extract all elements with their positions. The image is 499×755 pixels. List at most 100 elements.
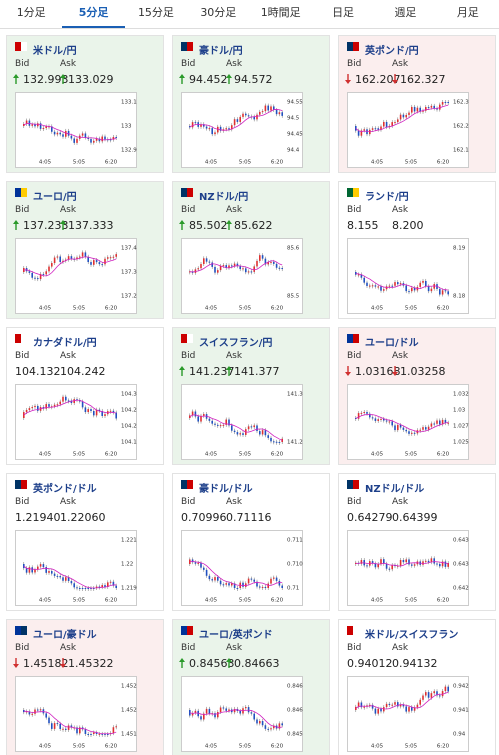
- currency-card[interactable]: ユーロ/豪ドルBidAsk1.451821.453221.45251.4521.…: [6, 619, 164, 755]
- y-tick-label: 133: [121, 124, 132, 130]
- candle-body: [363, 129, 365, 131]
- tab[interactable]: 月足: [456, 6, 479, 19]
- pair-name[interactable]: 米ドル/スイスフラン: [365, 630, 459, 641]
- y-tick-label: 104.25: [121, 408, 137, 414]
- currency-card[interactable]: NZドル/ドルBidAsk0.642790.643990.64350.6430.…: [338, 473, 496, 611]
- y-tick-label: 0.7105: [287, 562, 303, 568]
- y-tick-label: 141.3: [287, 392, 303, 398]
- x-tick-label: 4:05: [205, 598, 218, 604]
- candle-body: [383, 559, 385, 564]
- pair-name[interactable]: 英ポンド/ドル: [33, 484, 97, 495]
- candle-body: [425, 427, 427, 430]
- candle-body: [98, 586, 101, 588]
- candle-body: [79, 588, 81, 589]
- pair-name[interactable]: ユーロ/円: [33, 192, 77, 203]
- candle-body: [104, 585, 106, 587]
- tab[interactable]: 1時間足: [260, 6, 301, 19]
- candle-body: [405, 285, 407, 292]
- mini-chart: 141.3 141.2 4:05 5:05 6:20: [181, 384, 303, 460]
- candle-body: [115, 254, 117, 257]
- candle-body: [76, 257, 78, 260]
- candle-body: [413, 287, 416, 291]
- arrow-shape: [179, 220, 185, 230]
- pair-name[interactable]: ユーロ/ドル: [365, 338, 419, 349]
- pair-name[interactable]: カナダドル/円: [33, 338, 97, 349]
- candle-body: [225, 708, 227, 711]
- pair-name[interactable]: 豪ドル/ドル: [199, 484, 253, 495]
- candle-body: [405, 559, 407, 563]
- candle-body: [425, 560, 427, 562]
- arrow-up: [179, 658, 185, 668]
- pair-name[interactable]: ランド/円: [365, 192, 409, 203]
- currency-card[interactable]: 豪ドル/円 Bid Ask 94.452 94.572 94.55 94.5 94.45 94.…: [172, 35, 330, 173]
- currency-card[interactable]: 英ポンド/円 Bid Ask 162.207 162.327 162.3 162.2 162.…: [338, 35, 496, 173]
- pair-name[interactable]: 米ドル/円: [33, 46, 77, 57]
- ask-value: 85.622: [234, 219, 273, 232]
- currency-card[interactable]: 米ドル/円 Bid Ask 132.993 133.029 133.1 133 132.9 4:…: [6, 35, 164, 173]
- candle-body: [109, 581, 112, 583]
- bid-label: Bid: [181, 59, 196, 69]
- candle-body: [436, 108, 438, 110]
- pair-name[interactable]: NZドル/円: [199, 192, 249, 203]
- y-tick-label: 94.55: [287, 100, 303, 106]
- candle-body: [45, 404, 47, 409]
- candle-body: [447, 102, 449, 103]
- candle-body: [374, 285, 377, 287]
- candle-body: [264, 105, 267, 112]
- candle-body: [211, 420, 213, 424]
- currency-card[interactable]: ユーロ/円 Bid Ask 137.233 137.333 137.4 137.3 137.2…: [6, 181, 164, 319]
- candle-body: [267, 583, 269, 588]
- y-tick-label: 162.1: [453, 148, 469, 154]
- candle-body: [34, 124, 36, 127]
- pair-name[interactable]: 豪ドル/円: [199, 46, 243, 57]
- candle-body: [51, 571, 53, 574]
- tab[interactable]: 30分足: [200, 6, 237, 19]
- moving-average: [23, 256, 117, 277]
- candle-body: [245, 707, 247, 709]
- ask-label: Ask: [392, 497, 409, 507]
- pair-name[interactable]: 英ポンド/円: [365, 46, 419, 57]
- candle-body: [405, 114, 407, 118]
- y-tick-label: 1.452: [121, 708, 137, 714]
- chart-frame: [15, 530, 137, 606]
- currency-card[interactable]: 豪ドル/ドルBidAsk0.709960.711160.7110.71050.7…: [172, 473, 330, 611]
- tab[interactable]: 日足: [332, 6, 355, 19]
- y-tick-label: 1.221: [121, 538, 137, 544]
- candle-body: [444, 419, 447, 424]
- tab[interactable]: 1分足: [16, 6, 46, 19]
- currency-card[interactable]: 英ポンド/ドル Bid Ask 1.21940 1.22060 1.221 1.22 1.21…: [6, 473, 164, 611]
- flag-icon: [347, 626, 359, 635]
- candle-body: [70, 400, 73, 404]
- currency-card[interactable]: ユーロ/英ポンドBidAsk0.845630.846630.84650.8460…: [172, 619, 330, 755]
- candle-body: [28, 711, 31, 715]
- candle-body: [422, 427, 424, 430]
- ask-value: 162.327: [400, 73, 446, 86]
- candle-body: [211, 579, 213, 581]
- pair-name[interactable]: スイスフラン/円: [199, 338, 273, 349]
- candle-body: [447, 563, 449, 567]
- pair-name[interactable]: ユーロ/豪ドル: [33, 630, 97, 641]
- pair-name[interactable]: NZドル/ドル: [365, 484, 425, 495]
- tab[interactable]: 5分足: [62, 0, 125, 28]
- candle-body: [385, 121, 388, 128]
- currency-card[interactable]: 米ドル/スイスフラン Bid Ask 0.94012 0.94132 0.942 0.941…: [338, 619, 496, 755]
- x-tick-label: 6:20: [437, 306, 450, 312]
- x-tick-label: 4:05: [371, 160, 384, 166]
- candle-body: [363, 706, 365, 708]
- currency-card[interactable]: カナダドル/円BidAsk104.132104.242104.3104.2510…: [6, 327, 164, 465]
- currency-card[interactable]: スイスフラン/円 Bid Ask 141.237 141.377 141.3 141.2 4:…: [172, 327, 330, 465]
- currency-card[interactable]: NZドル/円 Bid Ask 85.502 85.622 85.6 85.5 4:05 5:05…: [172, 181, 330, 319]
- x-tick-label: 6:20: [271, 744, 284, 750]
- candle-body: [278, 442, 281, 443]
- pair-name[interactable]: ユーロ/英ポンド: [199, 630, 273, 641]
- tab[interactable]: 15分足: [137, 6, 174, 19]
- candle-body: [360, 130, 363, 136]
- arrow-shape: [345, 74, 351, 84]
- candle-body: [380, 708, 382, 712]
- candle-body: [259, 111, 261, 115]
- tab[interactable]: 週足: [394, 6, 417, 19]
- candle-body: [394, 282, 396, 286]
- currency-card[interactable]: ランド/円 Bid Ask 8.155 8.200 8.19 8.18 4:05 5:05 6:2…: [338, 181, 496, 319]
- candle-body: [203, 567, 205, 570]
